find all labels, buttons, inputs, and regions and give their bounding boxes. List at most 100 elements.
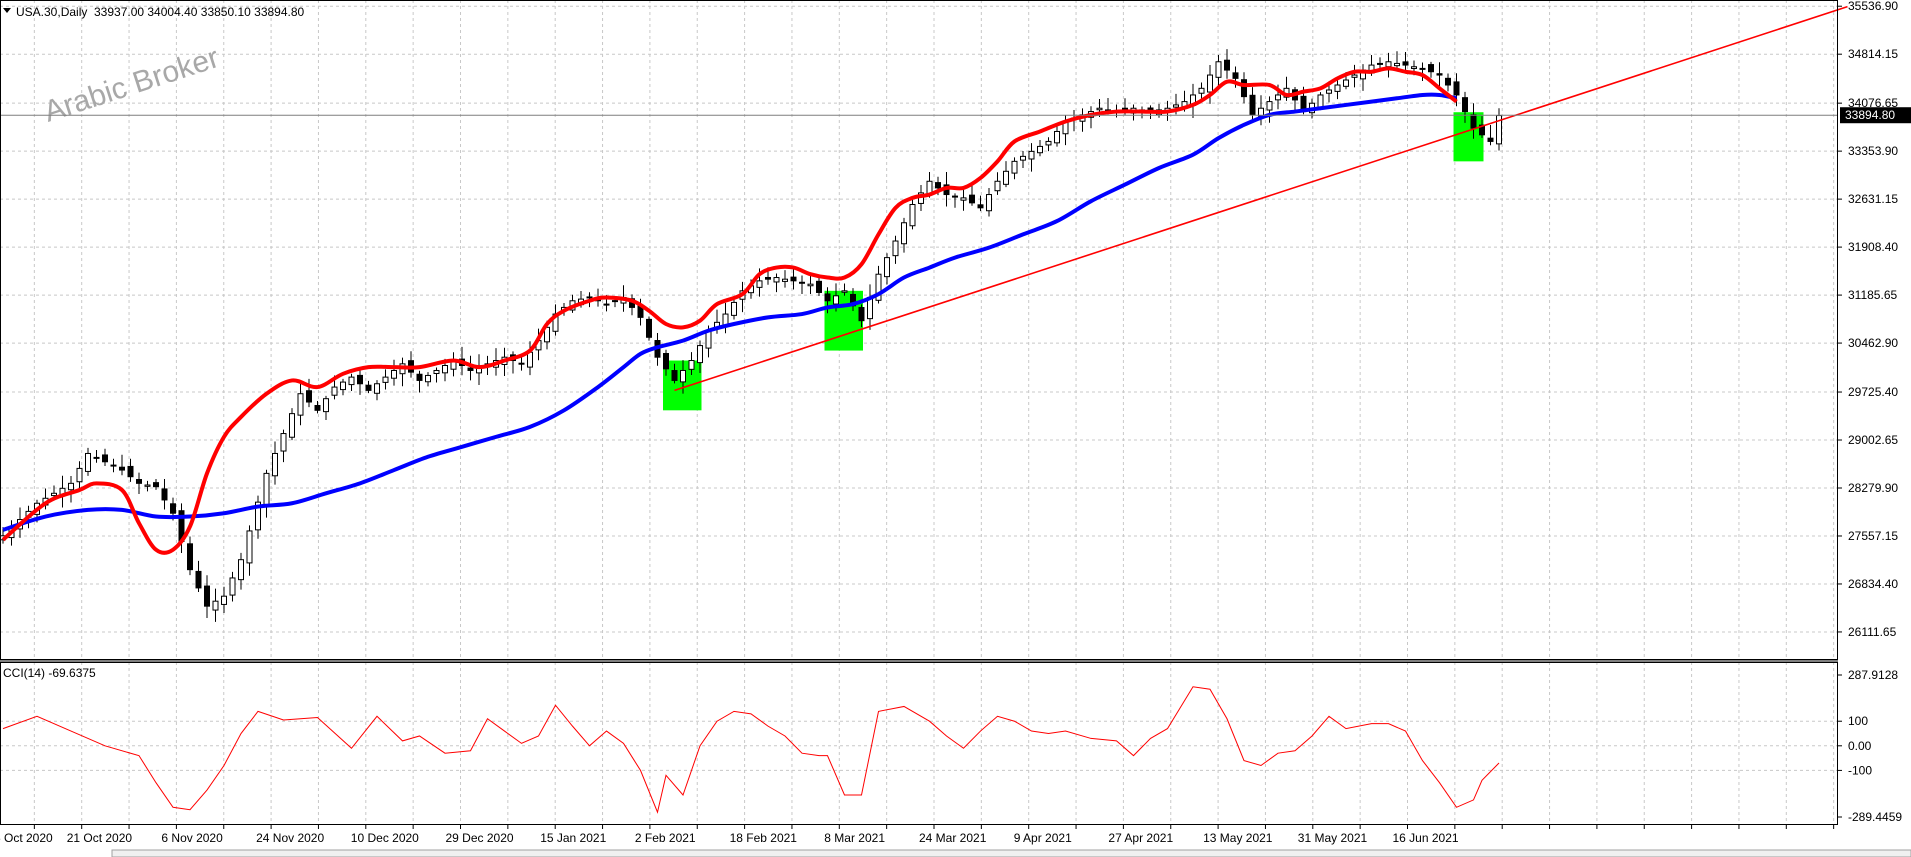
collapse-icon[interactable] — [3, 8, 11, 13]
candle-body — [518, 362, 525, 365]
candle-body — [1428, 64, 1434, 73]
candle-body — [1453, 81, 1460, 96]
candle-body — [952, 195, 958, 198]
price-tick-label: 31908.40 — [1848, 240, 1898, 254]
candle-body — [357, 374, 363, 385]
candle-body — [365, 384, 372, 391]
price-tick-label: 34076.65 — [1848, 96, 1898, 110]
ohlc-values: 33937.00 34004.40 33850.10 33894.80 — [94, 5, 305, 19]
trendline[interactable] — [674, 5, 1848, 392]
cci-axis: 287.9128 100 0.00 -100 -289.4459 — [1838, 668, 1902, 824]
candle-body — [1275, 94, 1281, 101]
candle-body — [1028, 150, 1035, 160]
time-tick-label: 24 Nov 2020 — [256, 831, 324, 845]
candle-body — [416, 373, 423, 381]
candle-body — [969, 194, 975, 204]
candle-body — [382, 376, 389, 383]
candle-body — [1394, 62, 1400, 67]
candle-body — [331, 386, 338, 396]
symbol-title: USA.30,Daily — [16, 5, 87, 19]
candle-body — [603, 303, 610, 306]
price-tag-value: 33894.80 — [1845, 108, 1895, 122]
candle-body — [1020, 155, 1026, 161]
candle-body — [824, 293, 831, 302]
cci-title: CCI(14) -69.6375 — [3, 666, 96, 680]
candle-body — [76, 467, 83, 483]
candle-body — [1317, 94, 1324, 108]
candle-body — [1411, 66, 1417, 69]
candle-body — [272, 452, 278, 477]
candle-body — [671, 370, 678, 381]
candle-body — [136, 479, 142, 484]
candle-body — [1207, 74, 1213, 93]
candle-body — [1343, 79, 1349, 87]
touch-zone — [1453, 112, 1484, 162]
candle-body — [306, 390, 312, 403]
time-axis: 5 Oct 2020 21 Oct 2020 6 Nov 2020 24 Nov 20… — [0, 825, 1835, 845]
touch-zone — [663, 360, 702, 411]
candle-body — [1334, 84, 1341, 92]
candle-body — [901, 222, 907, 245]
candle-body — [612, 300, 618, 303]
candle-body — [204, 585, 210, 607]
time-tick-label: 6 Nov 2020 — [161, 831, 223, 845]
price-panel[interactable]: Arabic Broker — [0, 0, 1848, 660]
candle-body — [263, 472, 270, 506]
candle-body — [297, 393, 304, 416]
candle-body — [1054, 130, 1060, 144]
time-tick-label: 2 Feb 2021 — [635, 831, 696, 845]
candle-body — [1402, 61, 1409, 66]
candle-body — [833, 295, 839, 305]
candle-body — [1470, 114, 1477, 129]
candle-body — [527, 351, 533, 368]
time-tick-label: 21 Oct 2020 — [67, 831, 133, 845]
candle-body — [1445, 77, 1451, 86]
price-panel-frame — [0, 0, 1838, 660]
time-tick-label: 24 Mar 2021 — [919, 831, 987, 845]
candle-body — [977, 204, 984, 209]
price-tick-label: 26111.65 — [1848, 625, 1897, 639]
time-tick-label: 8 Mar 2021 — [824, 831, 885, 845]
candle-body — [323, 398, 329, 413]
cci-tick-label: 0.00 — [1848, 739, 1872, 753]
candle-body — [391, 369, 397, 379]
candle-body — [807, 283, 814, 287]
candle-body — [221, 595, 227, 605]
candle-body — [1385, 61, 1392, 68]
cci-panel[interactable] — [0, 662, 1838, 825]
candle-body — [127, 465, 134, 478]
candle-body — [348, 376, 355, 386]
price-tick-label: 27557.15 — [1848, 529, 1898, 543]
candle-body — [756, 280, 763, 288]
candle-body — [680, 369, 686, 383]
candle-body — [289, 413, 295, 438]
candle-body — [1003, 170, 1009, 185]
candle-body — [1249, 94, 1256, 116]
price-tick-label: 35536.90 — [1848, 0, 1898, 13]
candle-body — [161, 488, 168, 501]
candle-body — [1096, 107, 1103, 111]
candle-body — [119, 466, 125, 471]
candle-body — [238, 559, 244, 581]
candle-body — [51, 492, 57, 497]
candle-body — [433, 369, 440, 375]
price-tick-label: 28279.90 — [1848, 481, 1898, 495]
candle-body — [790, 276, 797, 282]
time-tick-label: 13 May 2021 — [1203, 831, 1273, 845]
candle-body — [170, 503, 176, 514]
candle-body — [229, 577, 236, 596]
candle-body — [1487, 137, 1494, 142]
candle-body — [986, 194, 992, 212]
candle-body — [1173, 104, 1179, 108]
touch-zones — [663, 112, 1484, 411]
candle-body — [994, 180, 1001, 192]
candle-body — [1037, 145, 1043, 154]
candle-body — [85, 452, 91, 472]
candle-body — [1266, 101, 1273, 111]
candle-body — [195, 570, 202, 589]
price-tick-label: 26834.40 — [1848, 577, 1898, 591]
candle-body — [875, 273, 882, 301]
candle-body — [68, 482, 74, 491]
horizontal-scrollbar[interactable] — [111, 849, 1911, 857]
candle-body — [93, 456, 100, 459]
